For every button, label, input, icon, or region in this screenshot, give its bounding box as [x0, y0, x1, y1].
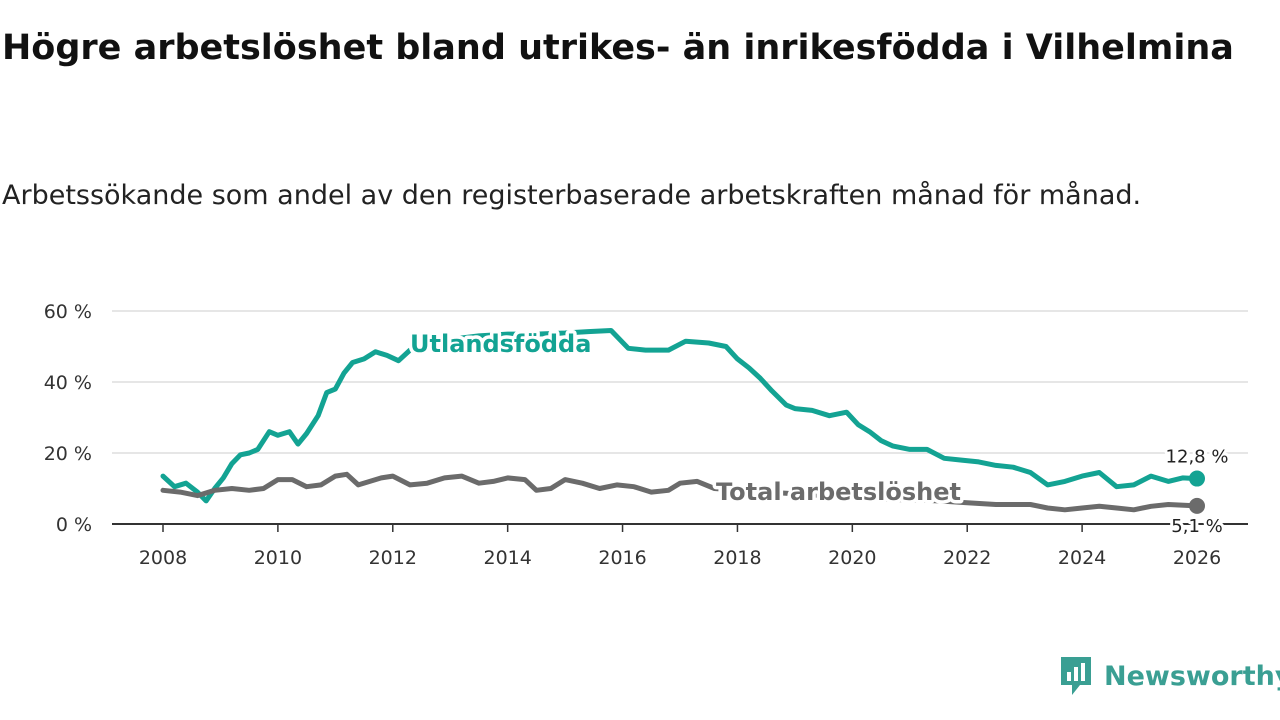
series-label-total-arbetsloshet: Total arbetslöshet: [716, 478, 961, 506]
chart-title: Högre arbetslöshet bland utrikes- än inr…: [2, 28, 1234, 68]
y-tick-label: 0 %: [56, 514, 92, 536]
end-label-utlandsfodda: 12,8 %: [1166, 447, 1229, 468]
grid-layer: 0 % 20 % 40 % 60 % 2008 2010 2012 2014 2016 2018 2…: [44, 301, 1248, 569]
x-tick-label: 2012: [369, 547, 417, 569]
end-label-total-arbetsloshet: 5,1 %: [1171, 516, 1222, 537]
newsworthy-logo-icon: [1061, 657, 1091, 695]
x-tick-label: 2022: [943, 547, 991, 569]
end-point-total-arbetsloshet: [1189, 497, 1205, 514]
y-tick-label: 40 %: [44, 372, 92, 394]
x-tick-label: 2008: [139, 547, 187, 569]
series-label-utlandsfodda: Utlandsfödda: [410, 330, 591, 358]
brand-name: Newsworthy: [1104, 660, 1280, 692]
x-tick-label: 2026: [1173, 547, 1221, 569]
y-tick-label: 20 %: [44, 443, 92, 465]
label-layer: Utlandsfödda Total arbetslöshet 12,8 % 5,1 …: [407, 327, 1232, 540]
x-tick-label: 2020: [828, 547, 876, 569]
x-tick-label: 2024: [1058, 547, 1106, 569]
x-tick-label: 2016: [598, 547, 646, 569]
x-tick-label: 2010: [254, 547, 302, 569]
x-tick-label: 2018: [713, 547, 761, 569]
x-tick-label: 2014: [483, 547, 531, 569]
end-point-utlandsfodda: [1189, 470, 1205, 487]
series-line-utlandsfodda: [160, 328, 1200, 504]
series-line-total-arbetsloshet: [160, 471, 1200, 513]
line-chart: 0 % 20 % 40 % 60 % 2008 2010 2012 2014 2016 2018 2…: [44, 301, 1248, 569]
newsworthy-brand[interactable]: Newsworthy: [1058, 654, 1280, 698]
chart-subtitle: Arbetssökande som andel av den registerb…: [2, 180, 1142, 211]
y-tick-label: 60 %: [44, 301, 92, 323]
series-layer: [160, 328, 1205, 514]
